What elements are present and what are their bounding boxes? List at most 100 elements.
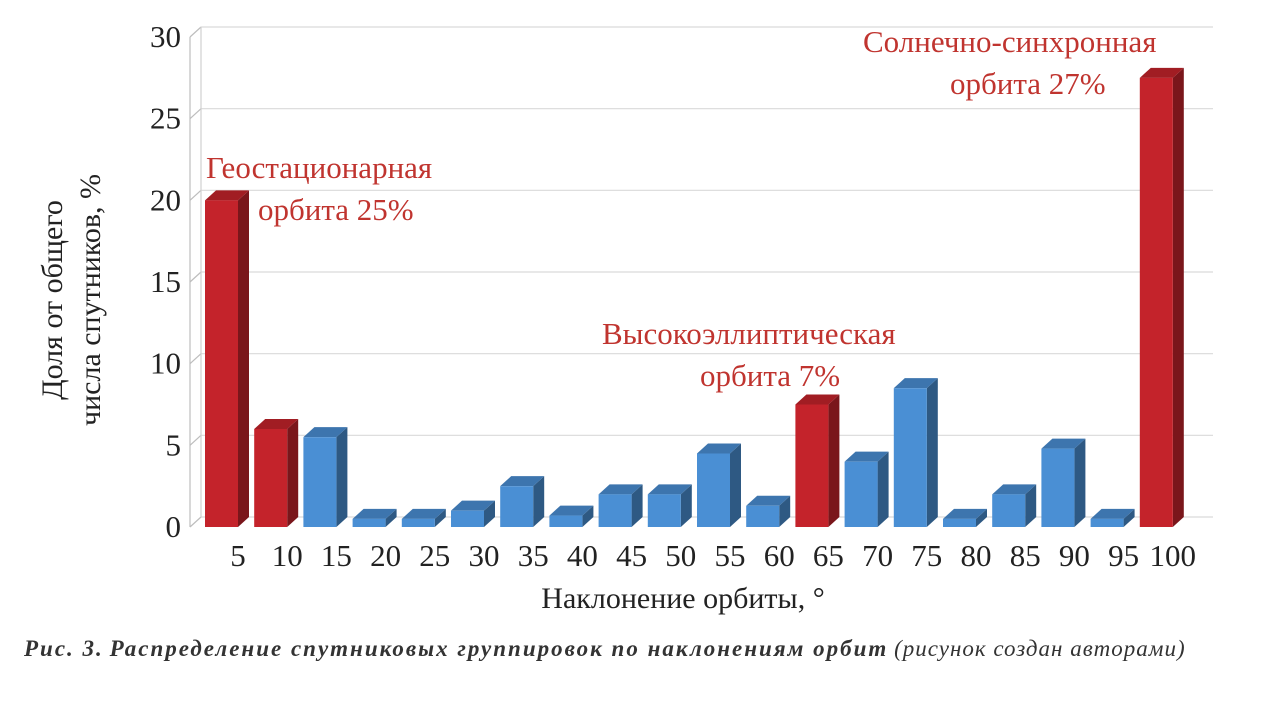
bar-front-45 [598, 494, 632, 527]
bar-side-35 [533, 476, 545, 527]
grid-slant-10 [189, 353, 202, 365]
bar-front-65 [795, 404, 829, 527]
annotation-sun-synchronous-line1: Солнечно-синхронная [863, 24, 1156, 59]
bar-chart: 0 5 10 15 20 25 30 5 10 15 20 25 30 35 40 45 50 55 60 65 70… [36, 19, 1213, 615]
bar-70 [844, 451, 889, 527]
bar-top-90 [1041, 438, 1086, 449]
bar-side-80 [976, 508, 987, 527]
y-tick-label-0: 0 [166, 509, 182, 544]
bar-50 [647, 484, 692, 527]
bar-side-10 [287, 419, 299, 527]
bar-side-25 [434, 508, 446, 527]
caption-figure-number: Рис. 3. [24, 636, 104, 661]
x-tick-label-95: 95 [1108, 538, 1139, 573]
grid-slant-30 [189, 26, 202, 38]
y-tick-label-15: 15 [150, 264, 181, 299]
caption-title: Распределение спутниковых группировок по… [109, 636, 889, 661]
bar-85 [992, 484, 1037, 527]
grid-slant-20 [189, 189, 202, 201]
bar-side-50 [680, 484, 692, 527]
x-tick-labels: 5 10 15 20 25 30 35 40 45 50 55 60 65 70 75 80 85 90 95 100 [230, 538, 1196, 573]
x-tick-label-45: 45 [616, 538, 647, 573]
x-tick-label-60: 60 [764, 538, 795, 573]
bar-front-10 [254, 429, 288, 527]
x-tick-label-90: 90 [1059, 538, 1090, 573]
annotation-geostationary-line2: орбита 25% [258, 192, 414, 227]
bar-front-70 [844, 461, 878, 527]
bar-top-25 [401, 508, 446, 519]
bar-top-80 [943, 508, 987, 519]
x-tick-label-40: 40 [567, 538, 598, 573]
bar-90 [1041, 438, 1086, 527]
bar-top-70 [844, 451, 889, 462]
bar-top-65 [795, 394, 840, 405]
bar-front-80 [943, 518, 976, 527]
bar-75 [893, 378, 938, 527]
bar-10 [254, 419, 299, 527]
bar-side-40 [582, 505, 594, 527]
figure-caption: Рис. 3. Распределение спутниковых группи… [24, 632, 1239, 665]
bar-side-20 [385, 508, 397, 527]
annotation-sun-synchronous-line2: орбита 27% [950, 66, 1106, 101]
y-tick-label-10: 10 [150, 346, 181, 381]
x-tick-label-15: 15 [321, 538, 352, 573]
bar-front-30 [451, 510, 484, 527]
bar-45 [598, 484, 643, 527]
x-tick-label-10: 10 [272, 538, 303, 573]
grid-lines [189, 26, 1213, 528]
bar-15 [303, 427, 348, 527]
bar-front-90 [1041, 448, 1075, 527]
y-axis-title-line2: числа спутников, % [74, 174, 107, 426]
bar-front-75 [893, 388, 927, 527]
bar-5 [205, 190, 249, 528]
annotation-highly-elliptical-line1: Высокоэллиптическая [602, 316, 896, 351]
bar-front-35 [500, 486, 534, 527]
bar-front-50 [647, 494, 681, 527]
bar-front-95 [1090, 518, 1124, 527]
bar-60 [746, 495, 791, 527]
bar-30 [451, 500, 495, 527]
bar-top-100 [1139, 67, 1184, 78]
bar-side-100 [1172, 67, 1184, 527]
bar-top-20 [352, 508, 397, 519]
bar-65 [795, 394, 840, 527]
bar-side-75 [926, 378, 938, 527]
bar-side-15 [336, 427, 348, 527]
bar-top-35 [500, 476, 545, 487]
x-tick-label-55: 55 [715, 538, 746, 573]
bar-side-45 [631, 484, 643, 527]
bar-80 [943, 508, 987, 527]
bar-top-50 [647, 484, 692, 495]
bar-front-60 [746, 505, 780, 527]
y-axis-title: Доля от общего числа спутников, % [36, 174, 107, 426]
bar-top-45 [598, 484, 643, 495]
x-tick-label-50: 50 [665, 538, 696, 573]
x-tick-label-70: 70 [862, 538, 893, 573]
x-tick-label-80: 80 [961, 538, 992, 573]
bar-side-30 [484, 500, 495, 527]
bar-25 [401, 508, 446, 527]
bars [205, 67, 1184, 528]
y-tick-label-20: 20 [150, 182, 181, 217]
bar-top-40 [549, 505, 594, 516]
x-axis-title: Наклонение орбиты, ° [541, 582, 824, 615]
grid-slant-25 [189, 108, 202, 120]
bar-side-55 [730, 443, 741, 527]
bar-side-5 [238, 190, 249, 528]
bar-top-55 [697, 443, 741, 454]
bar-95 [1090, 508, 1135, 527]
grid-slant-0 [189, 516, 202, 528]
annotation-geostationary-line1: Геостационарная [206, 150, 432, 185]
bar-front-5 [205, 200, 238, 528]
x-tick-label-85: 85 [1010, 538, 1041, 573]
bar-side-95 [1123, 508, 1135, 527]
bar-side-70 [877, 451, 889, 527]
x-tick-label-25: 25 [419, 538, 450, 573]
bar-top-85 [992, 484, 1037, 495]
bar-top-60 [746, 495, 791, 506]
grid-slant-15 [189, 271, 202, 283]
bar-55 [697, 443, 741, 527]
bar-100 [1139, 67, 1184, 527]
x-tick-label-20: 20 [370, 538, 401, 573]
x-tick-label-30: 30 [469, 538, 500, 573]
